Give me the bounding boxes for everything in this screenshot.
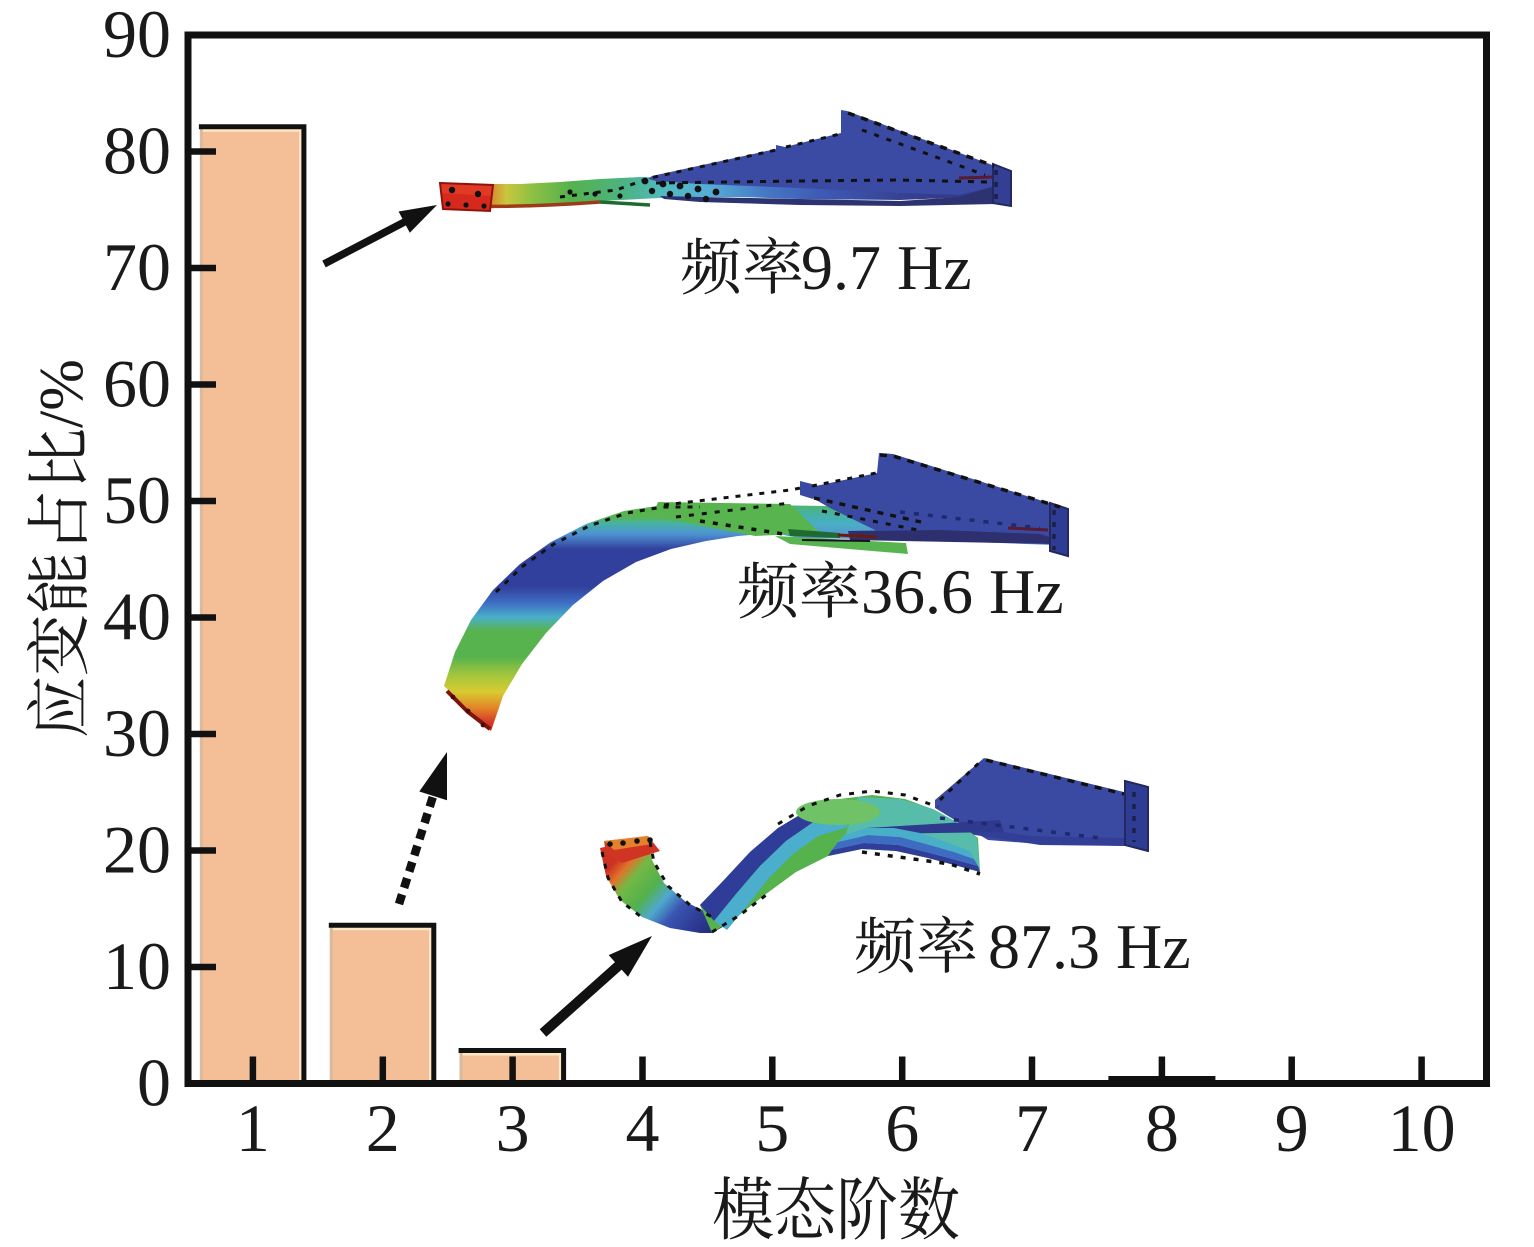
svg-text:10: 10 [103,928,171,1004]
svg-text:8: 8 [1145,1090,1179,1166]
svg-text:30: 30 [103,695,171,771]
svg-text:0: 0 [137,1045,171,1121]
svg-text:9: 9 [1275,1090,1309,1166]
svg-text:1: 1 [236,1090,270,1166]
svg-text:5: 5 [755,1090,789,1166]
svg-text:80: 80 [103,113,171,189]
svg-text:9.7 Hz: 9.7 Hz [801,232,972,303]
svg-text:4: 4 [626,1090,660,1166]
svg-text:20: 20 [103,812,171,888]
svg-text:50: 50 [103,462,171,538]
svg-text:3: 3 [496,1090,530,1166]
svg-text:6: 6 [885,1090,919,1166]
svg-text:90: 90 [103,0,171,72]
svg-text:87.3 Hz: 87.3 Hz [988,911,1191,982]
svg-text:/%: /% [28,359,96,428]
svg-text:2: 2 [366,1090,400,1166]
svg-text:60: 60 [103,346,171,422]
svg-text:7: 7 [1015,1090,1049,1166]
svg-text:36.6 Hz: 36.6 Hz [861,556,1064,627]
svg-text:10: 10 [1388,1090,1456,1166]
svg-text:70: 70 [103,229,171,305]
svg-text:40: 40 [103,579,171,655]
